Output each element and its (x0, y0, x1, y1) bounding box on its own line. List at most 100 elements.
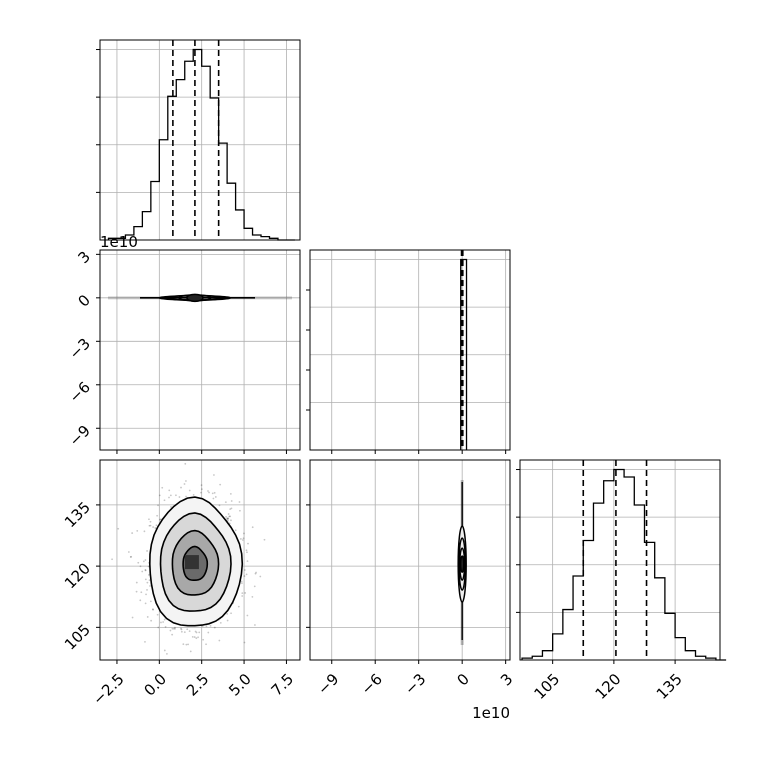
sample-point (185, 480, 187, 482)
sample-point (144, 559, 147, 561)
sample-point (180, 627, 182, 630)
sample-point (247, 542, 249, 545)
sample-point (243, 569, 246, 571)
sample-point (224, 501, 227, 504)
sample-point (163, 649, 166, 652)
sample-point (229, 492, 232, 495)
tick-label-p2-x-2: 135 (653, 670, 686, 703)
sample-point (152, 526, 155, 528)
sample-point (172, 627, 175, 630)
sample-point (169, 494, 172, 497)
contour-line-0-2-2 (171, 529, 220, 596)
sample-point (136, 529, 139, 532)
sample-point (227, 519, 229, 522)
sample-point (187, 643, 190, 646)
tick-label-p0-x-1: 0.0 (140, 670, 170, 700)
sample-point (234, 529, 237, 532)
sample-point (144, 640, 146, 643)
sample-point (188, 630, 191, 633)
tick-label-p1-x-4: 3 (497, 670, 516, 689)
tick-label-p1-y-2: −3 (66, 335, 94, 363)
sample-point (245, 549, 248, 552)
sample-point (139, 599, 142, 602)
sample-point (158, 494, 161, 497)
sample-point (253, 585, 256, 588)
sample-point (150, 619, 153, 622)
sample-point (148, 579, 151, 582)
sample-point (171, 627, 174, 630)
contour-line-1-2-2 (459, 547, 466, 581)
contour-line-0-2-1 (159, 512, 232, 612)
tick-label-p0-x-0: −2.5 (89, 670, 127, 708)
sample-point (205, 643, 207, 646)
sample-point (186, 628, 189, 631)
sample-point (200, 491, 202, 494)
sample-point (162, 621, 165, 623)
tick-label-p1-y-4: 3 (75, 248, 94, 267)
density-peak-0-2 (184, 555, 199, 570)
sample-point (157, 626, 160, 629)
sample-point (169, 629, 172, 632)
sample-point (148, 518, 150, 521)
sample-point (145, 593, 147, 596)
sample-point (111, 558, 113, 561)
sample-point (166, 652, 168, 655)
sample-point (144, 578, 147, 581)
sample-point (171, 633, 174, 636)
sample-point (180, 630, 183, 633)
sample-point (146, 550, 148, 552)
sample-point (149, 524, 152, 527)
sample-point (161, 486, 164, 489)
sample-point (255, 571, 257, 574)
sample-point (182, 643, 185, 646)
tick-label-p0-x-3: 5.0 (225, 670, 255, 700)
sample-point (229, 508, 232, 511)
sample-point (154, 527, 157, 529)
sample-point (174, 628, 176, 630)
sample-point (147, 574, 150, 576)
panel-frame-hist0 (99, 39, 301, 241)
sample-point (168, 496, 170, 499)
tick-label-p0-x-4: 7.5 (268, 670, 298, 700)
sample-point (259, 575, 262, 578)
sample-point (229, 515, 232, 518)
sample-point (200, 484, 203, 487)
histogram-step-0 (107, 48, 295, 241)
sample-point (170, 506, 172, 508)
tick-label-p1-y-0: −9 (66, 422, 94, 450)
sample-point (243, 532, 245, 535)
tick-label-p1-x-3: 0 (453, 670, 472, 689)
sample-point (243, 575, 246, 577)
sample-point (192, 493, 195, 496)
sample-point (175, 494, 177, 497)
sample-point (144, 569, 147, 572)
sample-point (139, 565, 142, 568)
sample-point (131, 616, 134, 619)
sample-point (149, 585, 151, 587)
sample-point (164, 626, 167, 628)
sample-point (202, 638, 205, 641)
sample-point (227, 517, 229, 520)
contour-line-1-2-3 (459, 555, 465, 573)
panel-frame-r2c1 (309, 459, 511, 661)
sample-point (195, 637, 198, 640)
sample-point (193, 636, 196, 638)
sample-point (159, 518, 161, 521)
sample-point (243, 641, 246, 644)
sample-point (188, 489, 191, 492)
sample-point (152, 608, 154, 611)
offset-label-x: 1e10 (472, 704, 510, 722)
sample-point (149, 600, 152, 603)
tick-label-p1-x-1: −6 (358, 670, 386, 698)
sample-point (209, 625, 212, 627)
sample-point (135, 590, 138, 593)
sample-point (213, 474, 215, 476)
sample-point (163, 499, 166, 502)
sample-point (156, 613, 159, 616)
sample-point (160, 621, 162, 624)
sample-point (230, 612, 232, 615)
sample-point (185, 643, 188, 646)
sample-point (226, 517, 228, 520)
sample-point (214, 496, 217, 498)
